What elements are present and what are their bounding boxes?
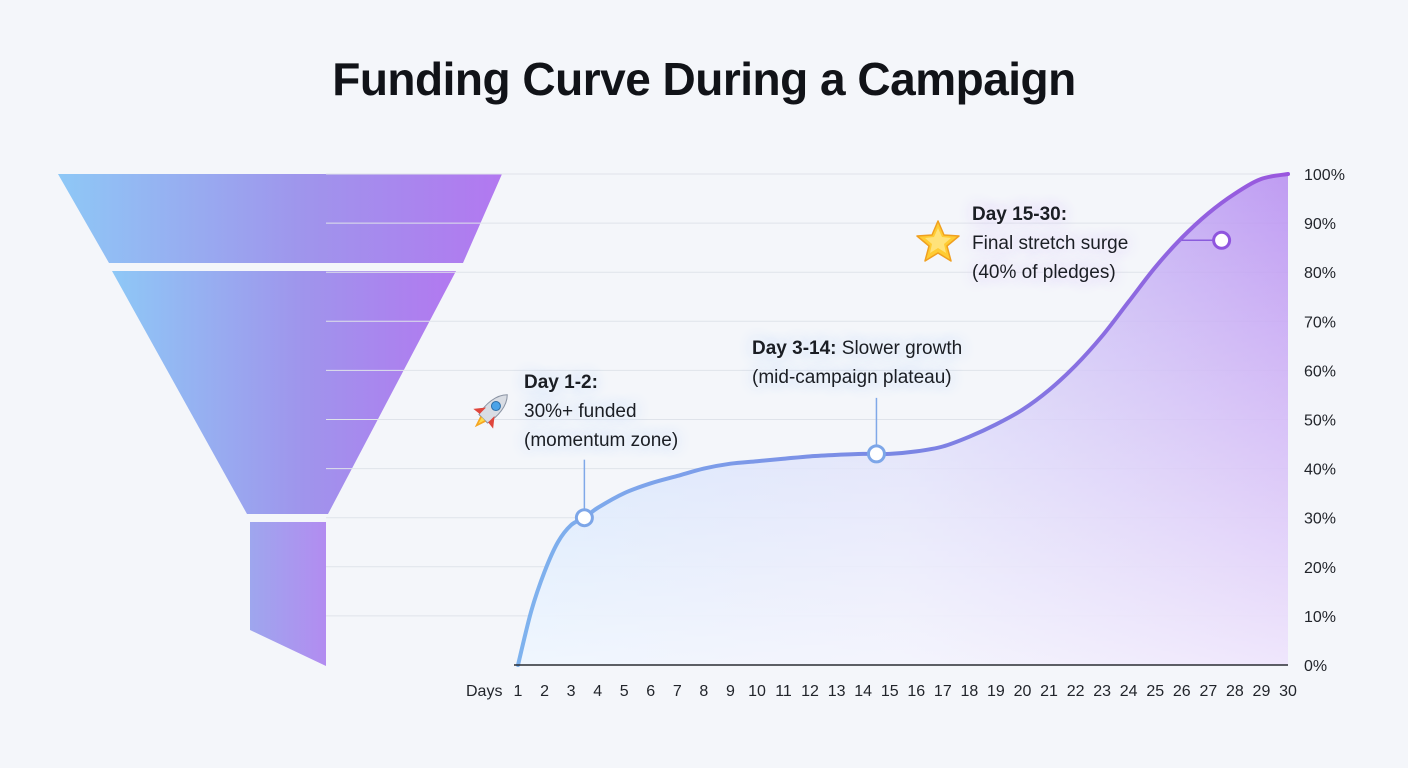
x-tick-label: 29 xyxy=(1253,683,1271,700)
rocket-icon xyxy=(473,394,508,429)
x-tick-label: 7 xyxy=(673,683,682,700)
funnel-middle-section xyxy=(112,271,456,514)
x-tick-label: 13 xyxy=(828,683,846,700)
annotation-line: Slower growth xyxy=(841,338,963,359)
x-tick-label: 5 xyxy=(620,683,629,700)
x-tick-label: 24 xyxy=(1120,683,1138,700)
x-tick-label: 17 xyxy=(934,683,952,700)
x-tick-label: 22 xyxy=(1067,683,1085,700)
funnel-top-section xyxy=(58,174,502,263)
x-tick-label: 18 xyxy=(960,683,978,700)
x-tick-label: 15 xyxy=(881,683,899,700)
funnel-icon xyxy=(58,174,502,666)
annotation-line: 30%+ funded xyxy=(524,401,637,422)
area-fill xyxy=(518,174,1288,665)
annotation-line: (momentum zone) xyxy=(524,430,679,451)
annotation-day-1-2: Day 1-2: 30%+ funded (momentum zone) xyxy=(524,368,678,455)
x-tick-label: 14 xyxy=(854,683,872,700)
star-icon xyxy=(916,220,960,262)
chart-title: Funding Curve During a Campaign xyxy=(332,53,1076,105)
y-tick-label: 100% xyxy=(1304,167,1345,184)
y-axis-labels: 0% 10% 20% 30% 40% 50% 60% 70% 80% 90% 100% xyxy=(1304,167,1345,675)
x-tick-label: 16 xyxy=(907,683,925,700)
x-tick-label: 4 xyxy=(593,683,602,700)
annotation-day-3-14: Day 3-14: Slower growth (mid-campaign pl… xyxy=(752,334,962,392)
y-tick-label: 0% xyxy=(1304,658,1327,675)
annotation-marker xyxy=(866,444,886,464)
annotation-heading: Day 1-2: xyxy=(524,372,598,393)
x-tick-label: 1 xyxy=(514,683,523,700)
annotation-heading: Day 15-30: xyxy=(972,204,1068,225)
y-tick-label: 60% xyxy=(1304,363,1336,380)
x-tick-label: 19 xyxy=(987,683,1005,700)
annotation-heading: Day 3-14: xyxy=(752,338,837,359)
annotation-day-15-30: Day 15-30: Final stretch surge (40% of p… xyxy=(972,200,1128,287)
x-tick-label: 2 xyxy=(540,683,549,700)
y-tick-label: 10% xyxy=(1304,609,1336,626)
x-tick-label: 21 xyxy=(1040,683,1058,700)
y-tick-label: 90% xyxy=(1304,216,1336,233)
x-axis-title: Days xyxy=(466,683,502,700)
x-tick-label: 8 xyxy=(699,683,708,700)
x-tick-label: 27 xyxy=(1199,683,1217,700)
area-fade-path xyxy=(518,174,1288,665)
x-tick-label: 9 xyxy=(726,683,735,700)
annotation-line: (mid-campaign plateau) xyxy=(752,367,952,388)
y-tick-label: 30% xyxy=(1304,511,1336,528)
x-tick-label: 12 xyxy=(801,683,819,700)
x-tick-label: 26 xyxy=(1173,683,1191,700)
y-tick-label: 70% xyxy=(1304,314,1336,331)
funnel-spout xyxy=(250,522,326,666)
y-tick-label: 80% xyxy=(1304,265,1336,282)
x-tick-label: 28 xyxy=(1226,683,1244,700)
y-tick-label: 20% xyxy=(1304,560,1336,577)
annotation-line: Final stretch surge xyxy=(972,233,1129,254)
x-tick-label: 23 xyxy=(1093,683,1111,700)
x-axis-labels: Days 1 2 3 4 5 6 7 8 9 10 11 12 13 14 15 16 17 18 19 20 21 22… xyxy=(466,683,1297,700)
x-tick-label: 20 xyxy=(1014,683,1032,700)
x-tick-label: 10 xyxy=(748,683,766,700)
x-tick-label: 3 xyxy=(567,683,576,700)
x-tick-label: 30 xyxy=(1279,683,1297,700)
y-tick-label: 50% xyxy=(1304,413,1336,430)
annotation-markers xyxy=(574,230,1232,528)
x-tick-label: 6 xyxy=(646,683,655,700)
x-tick-label: 25 xyxy=(1146,683,1164,700)
annotation-marker xyxy=(1212,230,1232,250)
y-tick-label: 40% xyxy=(1304,462,1336,479)
x-tick-label: 11 xyxy=(775,683,792,700)
annotation-marker xyxy=(574,508,594,528)
annotation-line: (40% of pledges) xyxy=(972,262,1116,283)
